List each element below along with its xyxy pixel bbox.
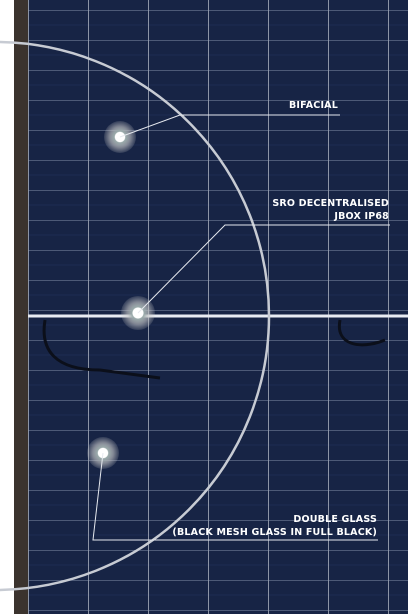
callout: BIFACIAL (104, 100, 340, 153)
callout-label: SRO DECENTRALISED (272, 198, 389, 209)
callout-line (119, 114, 340, 138)
callout-label: DOUBLE GLASS (293, 514, 377, 525)
cable (337, 319, 386, 347)
solar-panel (28, 0, 408, 614)
callout: SRO DECENTRALISED JBOX IP68 (121, 198, 390, 330)
callout-line (92, 452, 378, 541)
panel-shade (28, 0, 408, 614)
zoom-circle (0, 40, 271, 592)
callout-line (137, 224, 390, 314)
callout-label: BIFACIAL (289, 100, 338, 111)
callout-label: JBOX IP68 (333, 211, 389, 222)
callout: DOUBLE GLASS (BLACK MESH GLASS IN FULL B… (87, 437, 378, 541)
callout-label: (BLACK MESH GLASS IN FULL BLACK) (172, 527, 377, 538)
panel-frame (14, 0, 30, 614)
cable (42, 319, 161, 380)
